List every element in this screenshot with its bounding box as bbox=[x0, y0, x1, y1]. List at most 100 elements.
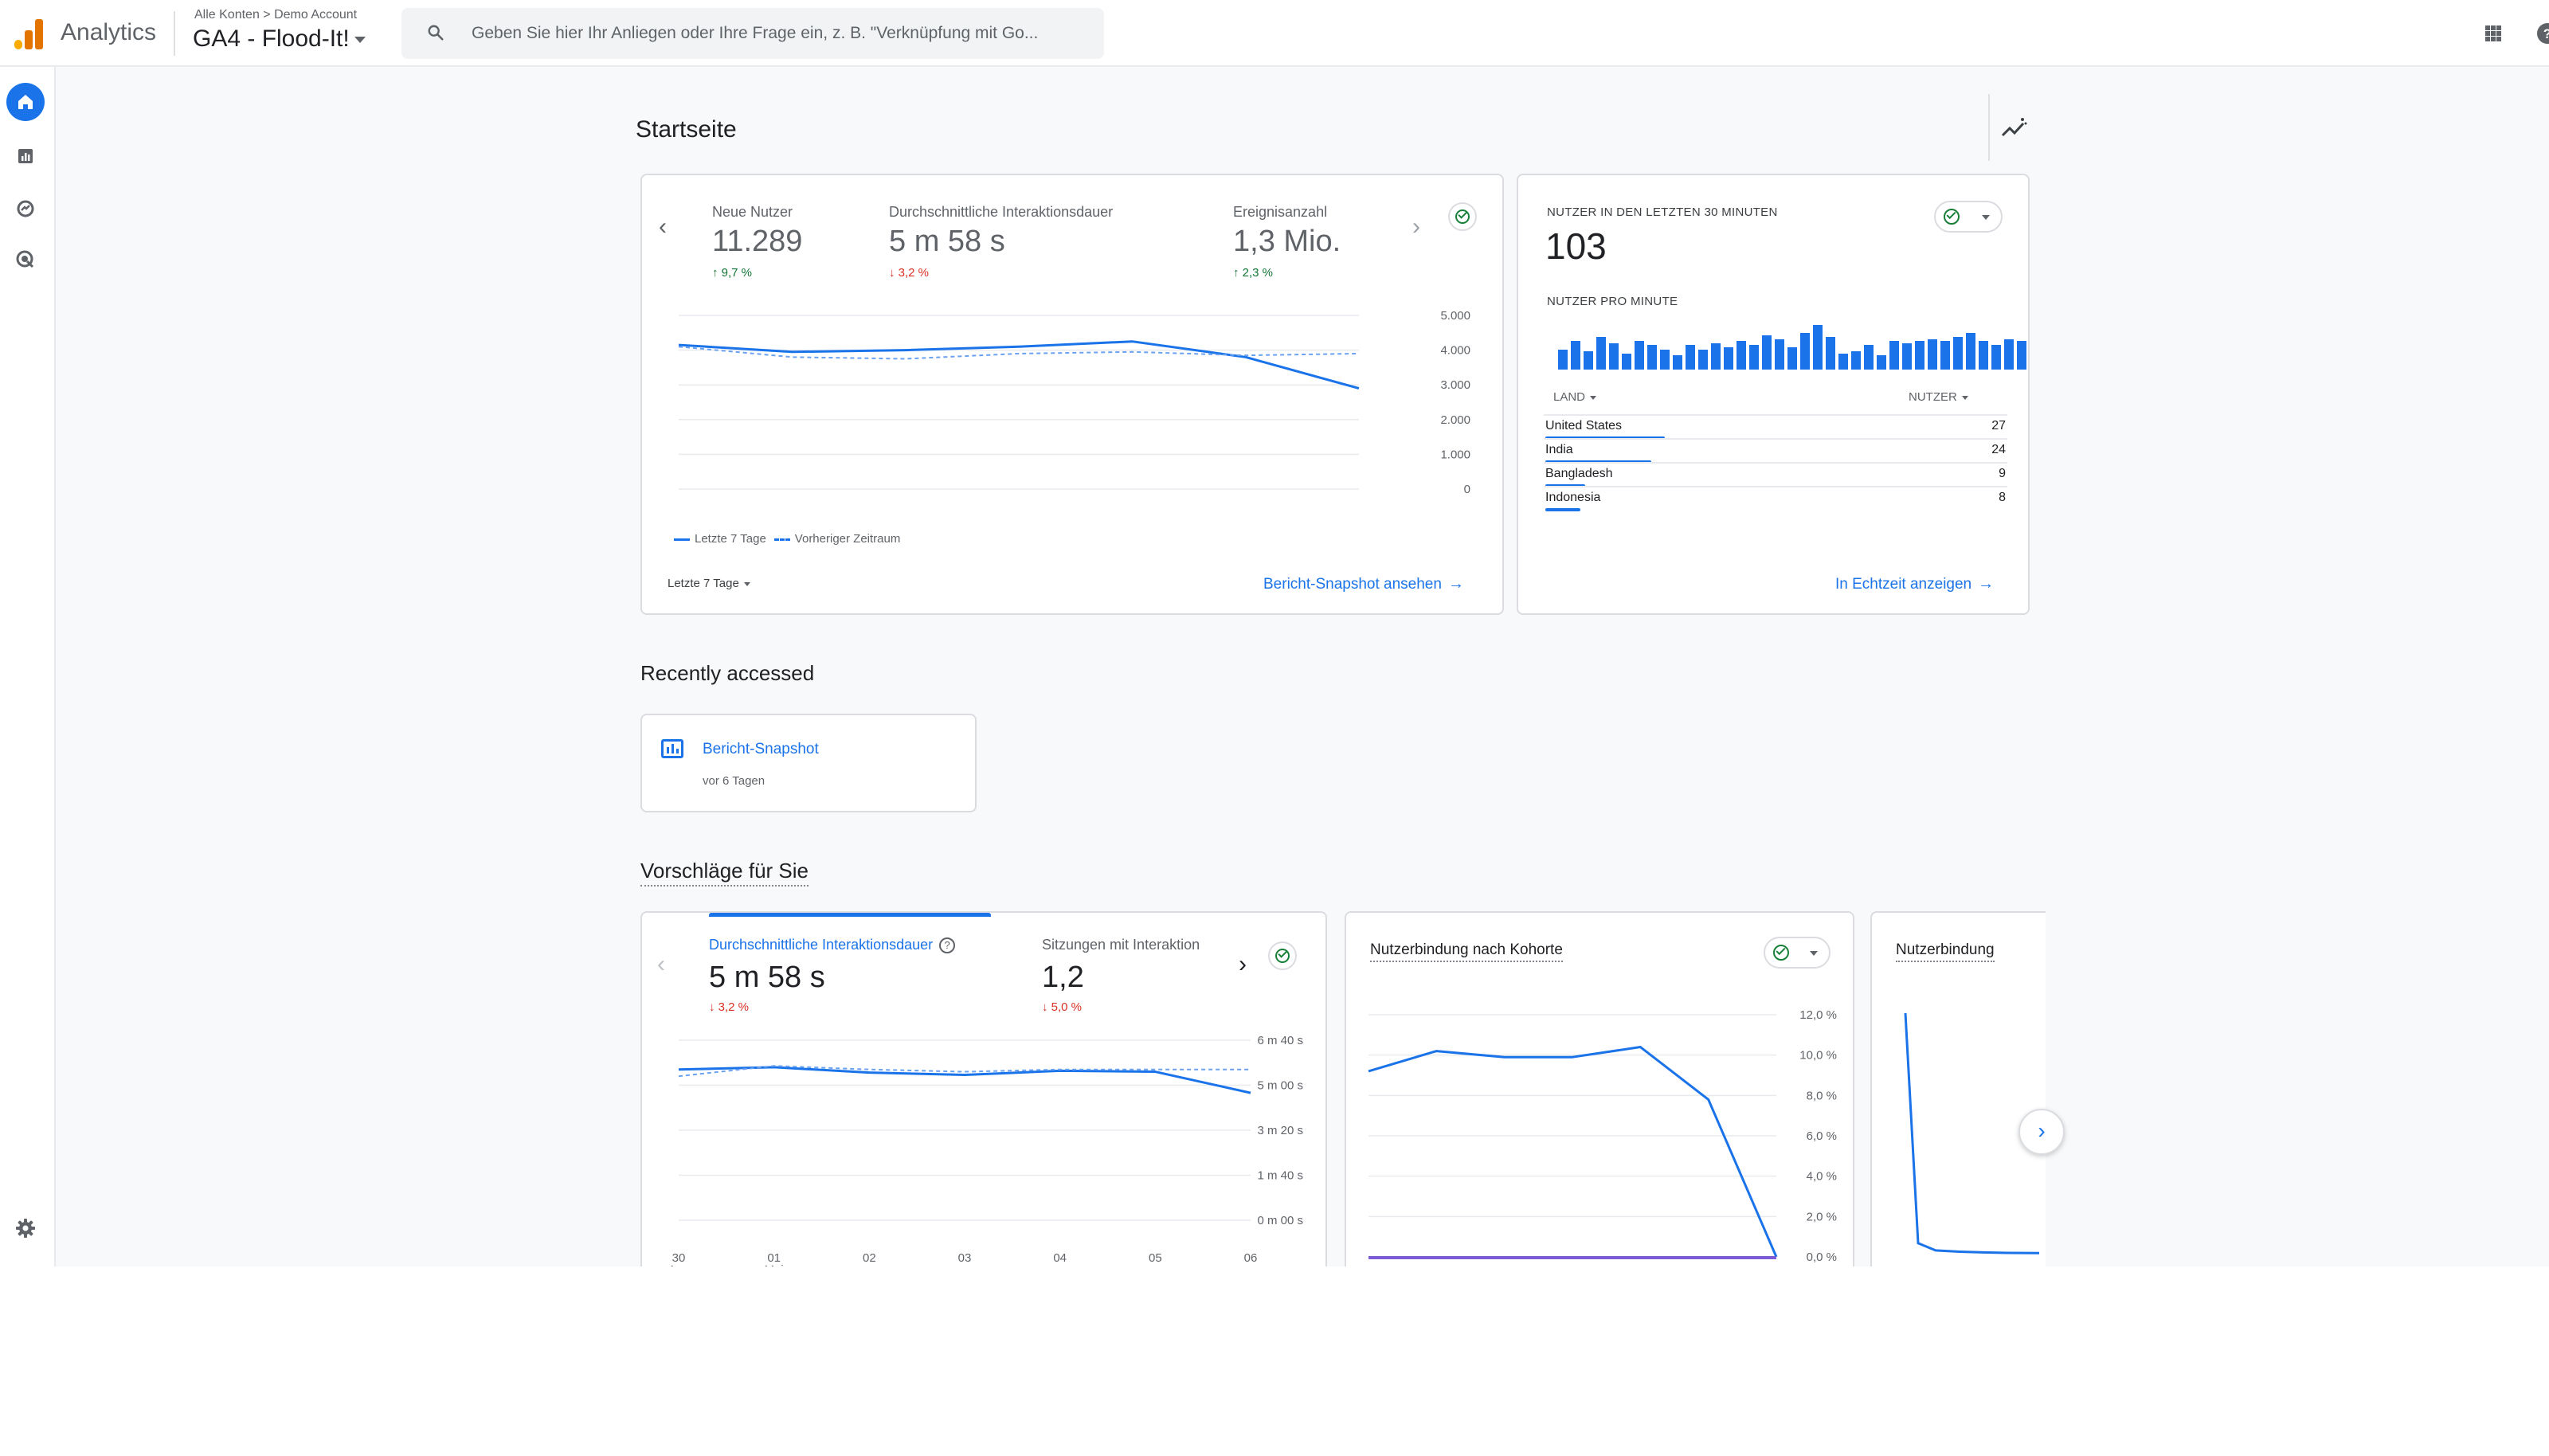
help-icon[interactable]: ? bbox=[939, 937, 956, 954]
per-minute-bar[interactable] bbox=[2004, 339, 2014, 370]
per-minute-bar[interactable] bbox=[1851, 351, 1861, 370]
per-minute-bar[interactable] bbox=[1915, 341, 1924, 370]
kpi-label[interactable]: Neue Nutzer bbox=[712, 204, 793, 220]
kpi-label[interactable]: Ereignisanzahl bbox=[1233, 204, 1328, 220]
data-quality-check-icon[interactable] bbox=[1448, 202, 1477, 231]
country-name: United States bbox=[1545, 419, 1623, 432]
series-line-current bbox=[1368, 1046, 1778, 1258]
per-minute-bar[interactable] bbox=[1558, 350, 1568, 370]
prev-metrics-button[interactable]: ‹ bbox=[659, 213, 667, 240]
per-minute-bar[interactable] bbox=[1622, 354, 1631, 370]
svg-text:?: ? bbox=[2543, 26, 2549, 41]
series-line-retention bbox=[1904, 1012, 2040, 1254]
per-minute-bar[interactable] bbox=[1826, 337, 1835, 370]
insights-icon[interactable] bbox=[1996, 112, 2031, 147]
per-minute-bar[interactable] bbox=[1596, 337, 1606, 370]
caret-down-icon bbox=[1810, 951, 1818, 956]
kpi-tab-engaged-sessions[interactable]: Sitzungen mit Interaktion bbox=[1042, 937, 1200, 953]
help-icon[interactable]: ? bbox=[2530, 16, 2549, 51]
per-minute-bar[interactable] bbox=[1953, 337, 1963, 370]
kpi-label[interactable]: Durchschnittliche Interaktionsdauer bbox=[889, 204, 1114, 220]
per-minute-bar[interactable] bbox=[1838, 354, 1848, 370]
cohort-card-title[interactable]: Nutzerbindung nach Kohorte bbox=[1370, 941, 1563, 962]
search-input[interactable] bbox=[472, 19, 1093, 48]
per-minute-bar[interactable] bbox=[1979, 341, 1988, 370]
per-minute-bar[interactable] bbox=[1635, 341, 1644, 370]
column-users-sort[interactable]: NUTZER bbox=[1909, 390, 1968, 404]
per-minute-bar[interactable] bbox=[1724, 347, 1733, 370]
x-tick-label-line: 02 bbox=[863, 1251, 876, 1265]
per-minute-bar[interactable] bbox=[1686, 345, 1695, 370]
kpi-delta: ↓ 3,2 % bbox=[709, 1000, 750, 1014]
prev-metrics-button[interactable]: ‹ bbox=[657, 951, 665, 977]
per-minute-bar[interactable] bbox=[1813, 325, 1823, 370]
date-range-dropdown[interactable]: Letzte 7 Tage bbox=[668, 577, 750, 590]
per-minute-bar[interactable] bbox=[1673, 355, 1682, 370]
per-minute-bar[interactable] bbox=[1698, 350, 1708, 370]
column-country-sort[interactable]: LAND bbox=[1553, 390, 1597, 404]
retention-chart bbox=[1904, 1012, 2040, 1254]
active-tab-indicator bbox=[709, 913, 991, 917]
retention-card-title[interactable]: Nutzerbindung bbox=[1896, 941, 1995, 962]
per-minute-bar[interactable] bbox=[1889, 341, 1899, 370]
country-users-meter bbox=[1545, 508, 1580, 511]
realtime-quality-dropdown[interactable] bbox=[1934, 201, 2003, 233]
per-minute-bar[interactable] bbox=[1584, 351, 1593, 370]
nav-advertising[interactable] bbox=[6, 241, 45, 279]
view-realtime-link[interactable]: In Echtzeit anzeigen → bbox=[1835, 575, 1994, 593]
per-minute-bar[interactable] bbox=[2017, 341, 2026, 370]
country-name: Bangladesh bbox=[1545, 467, 1613, 480]
per-minute-bar[interactable] bbox=[1660, 350, 1670, 370]
table-row[interactable]: India 24 bbox=[1544, 438, 2007, 464]
data-quality-check-icon[interactable] bbox=[1268, 941, 1297, 970]
recent-item-card[interactable]: Bericht-Snapshot vor 6 Tagen bbox=[640, 714, 977, 812]
nav-explore[interactable] bbox=[6, 190, 45, 228]
per-minute-bar[interactable] bbox=[1737, 341, 1746, 370]
per-minute-bar[interactable] bbox=[1940, 341, 1950, 370]
search-bar[interactable] bbox=[401, 8, 1104, 59]
y-tick-label: 3.000 bbox=[1440, 378, 1470, 392]
account-breadcrumb[interactable]: Alle Konten > Demo Account bbox=[194, 8, 358, 22]
chart-legend: Letzte 7 Tage Vorheriger Zeitraum bbox=[674, 532, 900, 546]
property-selector[interactable]: GA4 - Flood-It! bbox=[193, 25, 366, 53]
per-minute-bar[interactable] bbox=[1928, 339, 1937, 370]
legend-dashed-swatch bbox=[773, 538, 790, 541]
x-tick-label-line: 03 bbox=[958, 1251, 972, 1265]
apps-grid-icon[interactable] bbox=[2476, 16, 2511, 51]
y-tick-label: 0 m 00 s bbox=[1257, 1214, 1303, 1227]
kpi-value: 5 m 58 s bbox=[889, 225, 1005, 258]
per-minute-bar[interactable] bbox=[1800, 333, 1810, 370]
per-minute-bar[interactable] bbox=[1775, 339, 1784, 370]
overview-card: ‹ Neue Nutzer 11.289 ↑ 9,7 % Durchschnit… bbox=[640, 174, 1504, 615]
next-metrics-button[interactable]: › bbox=[1239, 951, 1247, 977]
kpi-tab-engagement-duration[interactable]: Durchschnittliche Interaktionsdauer? bbox=[709, 937, 956, 954]
x-tick-label: 01 Mai bbox=[765, 1251, 784, 1266]
per-minute-bar[interactable] bbox=[1609, 343, 1619, 370]
nav-home[interactable] bbox=[6, 83, 45, 121]
per-minute-bar[interactable] bbox=[1864, 345, 1874, 370]
check-circle-icon bbox=[1773, 945, 1789, 961]
date-range-value: Letzte 7 Tage bbox=[668, 577, 739, 590]
per-minute-bar[interactable] bbox=[1991, 345, 2001, 370]
nav-reports[interactable] bbox=[6, 137, 45, 175]
per-minute-bar[interactable] bbox=[1571, 341, 1580, 370]
per-minute-bar[interactable] bbox=[1877, 355, 1886, 370]
next-metrics-button[interactable]: › bbox=[1412, 213, 1420, 240]
table-row[interactable]: Indonesia 8 bbox=[1544, 486, 2007, 511]
per-minute-bar[interactable] bbox=[1762, 335, 1772, 370]
y-tick-label: 0 bbox=[1464, 483, 1470, 496]
view-report-snapshot-link[interactable]: Bericht-Snapshot ansehen → bbox=[1263, 575, 1464, 593]
next-suggestions-button[interactable]: › bbox=[2018, 1109, 2065, 1155]
table-row[interactable]: United States 27 bbox=[1544, 414, 2007, 440]
per-minute-bar[interactable] bbox=[1647, 345, 1657, 370]
table-row[interactable]: Bangladesh 9 bbox=[1544, 462, 2007, 487]
per-minute-bar[interactable] bbox=[1749, 345, 1759, 370]
column-users-label: NUTZER bbox=[1909, 390, 1957, 404]
per-minute-bar[interactable] bbox=[1902, 343, 1912, 370]
per-minute-bar[interactable] bbox=[1711, 343, 1721, 370]
per-minute-bar[interactable] bbox=[1787, 347, 1797, 370]
per-minute-bar[interactable] bbox=[1966, 333, 1975, 370]
cohort-quality-dropdown[interactable] bbox=[1764, 937, 1831, 969]
nav-admin[interactable] bbox=[6, 1209, 45, 1247]
analytics-logo-icon[interactable] bbox=[13, 18, 45, 49]
